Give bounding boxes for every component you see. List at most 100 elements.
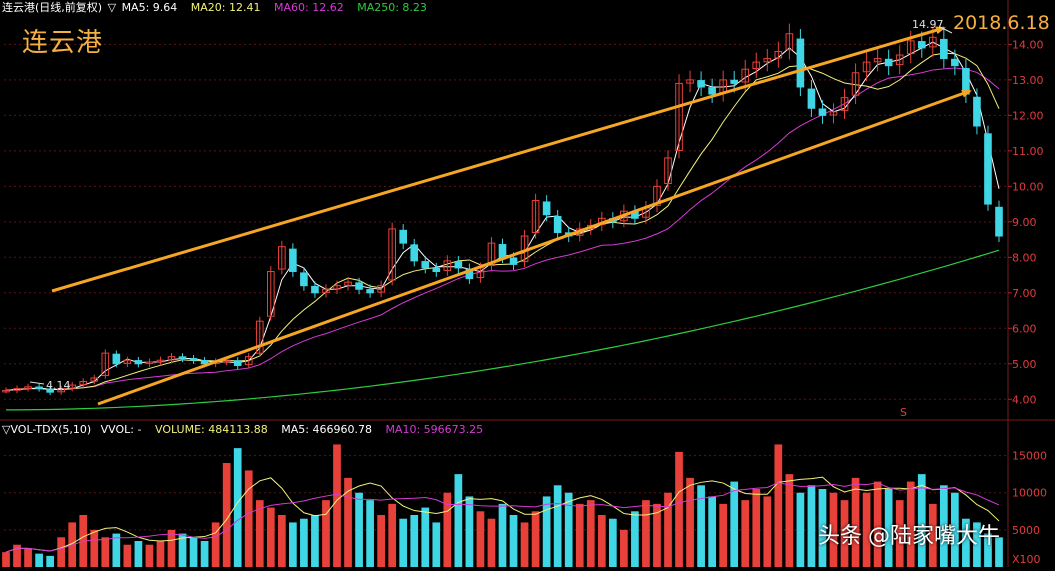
sell-marker: S	[900, 406, 907, 419]
volume-bar	[741, 500, 750, 567]
upper-trend-arrow	[51, 26, 946, 293]
candle-down	[421, 261, 430, 269]
candle-up	[377, 285, 385, 293]
candle-down	[465, 268, 474, 280]
low-pointer	[29, 381, 45, 385]
volume-bar	[807, 485, 816, 567]
volume-tick-label: 15000	[1012, 450, 1047, 463]
price-tick-label: 9.00	[1012, 216, 1037, 229]
candle-down	[984, 133, 992, 205]
candle-down	[730, 79, 739, 84]
candle-down	[454, 261, 463, 269]
volume-bar	[189, 537, 198, 567]
candle-down	[807, 88, 816, 109]
ma60-line	[5, 67, 1000, 391]
volume-bar	[553, 485, 562, 567]
candle-up	[531, 200, 540, 233]
volume-bar	[708, 496, 716, 567]
candle-up	[774, 50, 783, 59]
candle-up	[785, 33, 794, 51]
candle-up	[79, 381, 88, 386]
volume-bar	[355, 492, 363, 567]
price-tick-label: 5.00	[1012, 358, 1037, 371]
price-tick-label: 12.00	[1012, 109, 1044, 122]
price-tick-label: 11.00	[1012, 145, 1044, 158]
candle-up	[443, 260, 452, 271]
candle-up	[101, 352, 110, 376]
volume-bar	[973, 522, 981, 567]
candle-up	[686, 79, 694, 84]
candle-down	[410, 244, 419, 262]
volume-bar	[333, 444, 341, 567]
volume-bar	[984, 533, 992, 567]
volume-bar	[233, 448, 242, 567]
volume-bar	[895, 500, 904, 567]
volume-bar	[366, 500, 374, 567]
candle-up	[333, 285, 341, 290]
volume-bar	[951, 492, 959, 567]
volume-bar	[829, 492, 838, 567]
candle-down	[300, 272, 308, 287]
candle-down	[818, 108, 827, 116]
candle-down	[509, 257, 518, 265]
candle-up	[167, 356, 176, 361]
volume-bar	[774, 444, 783, 567]
volume-bar	[145, 544, 154, 567]
vvol-readout: VVOL: -	[100, 423, 142, 436]
volume-bar	[300, 518, 308, 567]
candle-up	[741, 68, 750, 83]
candle-up	[487, 242, 496, 266]
watermark-source: 头条	[818, 524, 863, 549]
volume-bar	[675, 451, 683, 567]
ma5-readout: MA5: 9.64	[121, 1, 178, 14]
volume-bar	[200, 541, 209, 567]
volume-bar	[796, 492, 805, 567]
volume-bar	[211, 522, 220, 567]
candle-up	[675, 82, 683, 151]
candle-up	[57, 388, 65, 393]
candle-down	[46, 388, 54, 393]
volume-readout: VOLUME: 484113.88	[154, 423, 268, 436]
volume-bar	[289, 522, 297, 567]
candle-down	[189, 358, 198, 361]
volume-panel-header: ▽VOL-TDX(5,10) VVOL: - VOLUME: 484113.88…	[2, 423, 493, 437]
volume-bar	[564, 492, 573, 567]
candle-down	[35, 386, 43, 390]
volume-bar	[631, 511, 639, 567]
candle-down	[542, 201, 551, 216]
volume-bar	[995, 537, 1003, 567]
volume-bar	[421, 507, 430, 567]
candle-down	[233, 360, 242, 367]
volume-bar	[101, 537, 110, 567]
candle-up	[68, 384, 77, 389]
volume-bar	[134, 541, 143, 567]
volume-bar	[719, 503, 728, 567]
volume-bar	[35, 553, 43, 567]
candle-up	[388, 228, 396, 281]
volume-bar	[46, 555, 54, 567]
volume-bar	[90, 529, 99, 567]
price-tick-label: 10.00	[1012, 180, 1044, 193]
lower-trend-arrow	[97, 89, 972, 406]
stock-header-title: 连云港(日线,前复权)	[2, 1, 103, 14]
candle-down	[112, 353, 121, 365]
volume-bar	[620, 529, 628, 567]
volume-ma5-line	[5, 476, 1000, 553]
high-pointer	[939, 26, 953, 34]
volume-bar	[873, 481, 882, 567]
volume-bar	[443, 492, 452, 567]
volume-bar	[653, 503, 661, 567]
candle-up	[13, 388, 21, 391]
candle-down	[432, 267, 441, 273]
volume-ma10-line	[5, 482, 1000, 553]
candle-up	[24, 386, 32, 389]
volume-bar	[531, 511, 540, 567]
candle-up	[653, 185, 661, 206]
price-panel-header: 连云港(日线,前复权) ▽ MA5: 9.64 MA20: 12.41 MA60…	[2, 1, 437, 15]
candle-up	[222, 359, 231, 363]
volume-bar	[597, 515, 606, 567]
volume-bar	[575, 503, 584, 567]
ma-menu-icon[interactable]: ▽	[107, 1, 117, 14]
vol-indicator-title[interactable]: ▽VOL-TDX(5,10)	[2, 423, 92, 436]
